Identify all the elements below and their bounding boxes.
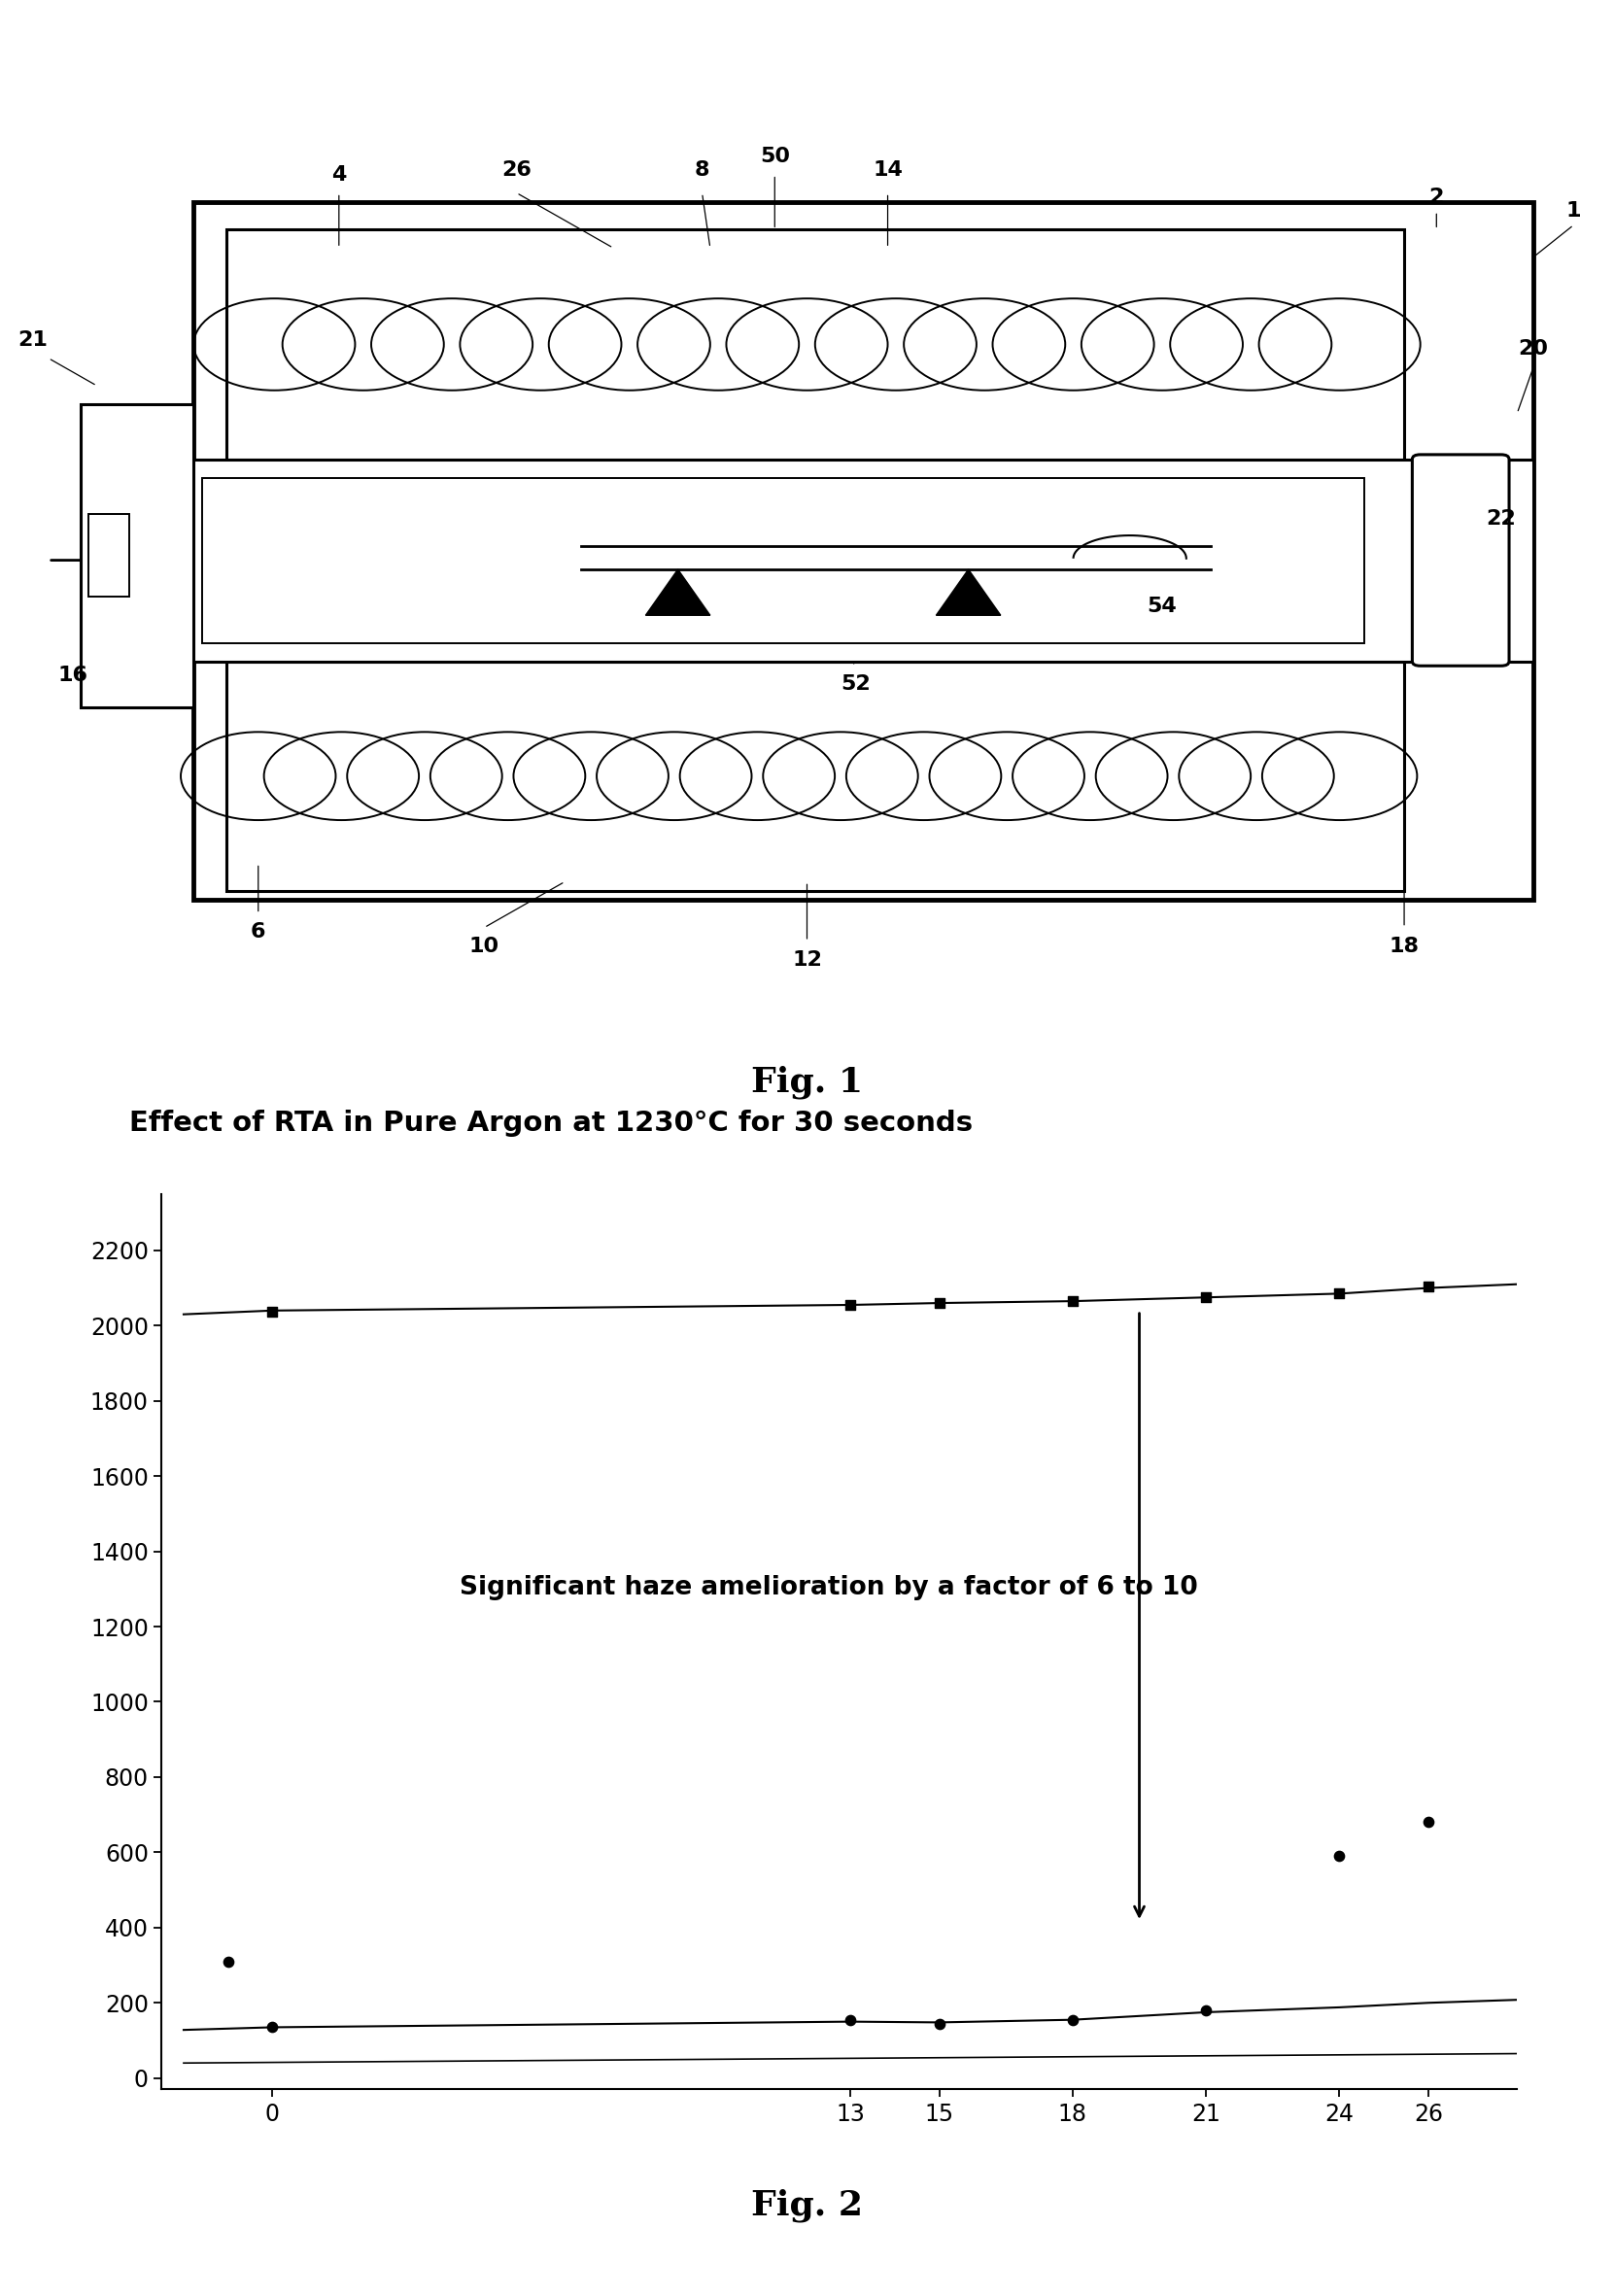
Point [838, 2002, 863, 2039]
Point [260, 2009, 286, 2046]
Point [926, 2004, 952, 2041]
Point [1327, 1274, 1353, 1311]
Text: 2: 2 [1428, 188, 1445, 207]
Point [1327, 1837, 1353, 1874]
Text: 8: 8 [694, 161, 710, 179]
Text: Fig. 1: Fig. 1 [751, 1065, 863, 1100]
FancyBboxPatch shape [161, 459, 1533, 661]
Point [1415, 1805, 1441, 1841]
FancyBboxPatch shape [89, 514, 129, 597]
Text: 50: 50 [760, 147, 789, 165]
Polygon shape [646, 569, 710, 615]
Polygon shape [936, 569, 1001, 615]
Text: 1: 1 [1566, 202, 1582, 220]
FancyBboxPatch shape [194, 202, 1533, 900]
Text: 18: 18 [1390, 937, 1419, 955]
Point [926, 1286, 952, 1322]
Text: Effect of RTA in Pure Argon at 1230°C for 30 seconds: Effect of RTA in Pure Argon at 1230°C fo… [129, 1109, 973, 1137]
Text: 20: 20 [1519, 340, 1548, 358]
Text: 21: 21 [18, 331, 47, 349]
Text: 22: 22 [1486, 510, 1516, 528]
Text: 14: 14 [873, 161, 902, 179]
Text: 54: 54 [1148, 597, 1177, 615]
FancyBboxPatch shape [202, 478, 1364, 643]
FancyBboxPatch shape [226, 661, 1404, 891]
FancyBboxPatch shape [226, 230, 1404, 459]
Point [1060, 2002, 1086, 2039]
Text: 6: 6 [250, 923, 266, 941]
Text: 10: 10 [470, 937, 499, 955]
Point [1060, 1283, 1086, 1320]
Text: 16: 16 [58, 666, 87, 684]
Text: 26: 26 [502, 161, 531, 179]
Point [1193, 1279, 1219, 1316]
FancyBboxPatch shape [1412, 455, 1509, 666]
Point [215, 1942, 240, 1979]
Text: 12: 12 [792, 951, 822, 969]
Text: 52: 52 [841, 675, 870, 693]
Point [1415, 1267, 1441, 1304]
Text: Fig. 2: Fig. 2 [751, 2188, 863, 2223]
Point [260, 1293, 286, 1329]
Point [838, 1286, 863, 1322]
Text: Significant haze amelioration by a factor of 6 to 10: Significant haze amelioration by a facto… [460, 1575, 1198, 1600]
Text: 4: 4 [331, 165, 347, 184]
Point [1193, 1993, 1219, 2030]
FancyBboxPatch shape [81, 404, 194, 707]
